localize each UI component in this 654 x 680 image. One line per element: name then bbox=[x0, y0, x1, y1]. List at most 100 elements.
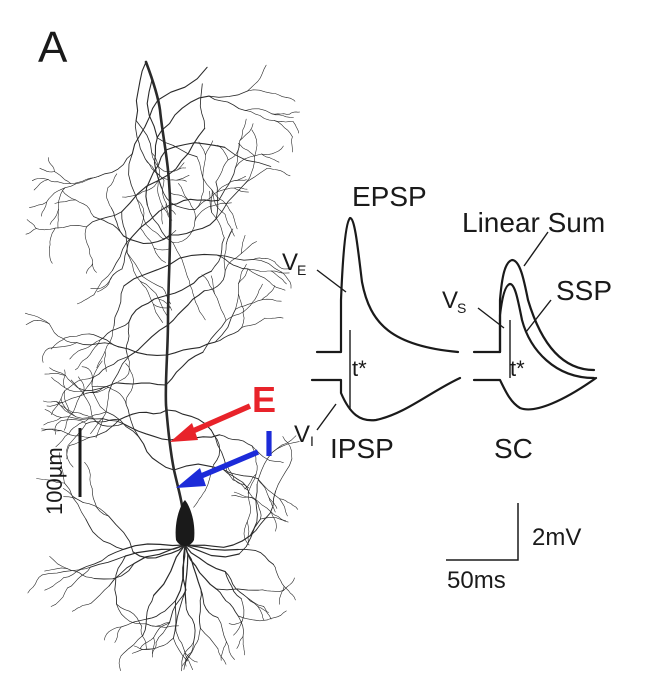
dendrite-branch bbox=[85, 518, 124, 550]
dendrite-branch bbox=[274, 120, 294, 123]
dendrite-branch bbox=[66, 445, 74, 468]
dendrite-branch bbox=[91, 383, 107, 413]
dendrite-branch bbox=[121, 211, 128, 254]
dendrite-branch bbox=[198, 141, 206, 156]
dendrite-branch bbox=[77, 294, 95, 305]
dendrite-branch bbox=[78, 548, 124, 571]
dendrite-branch bbox=[247, 89, 272, 94]
dendrite-branch bbox=[58, 187, 66, 210]
excitatory-input: E bbox=[170, 379, 276, 442]
dendrite-branch bbox=[193, 490, 206, 508]
dendrite-branch bbox=[102, 391, 110, 418]
dendrite-branch bbox=[172, 242, 188, 278]
dendrite-branch bbox=[54, 420, 62, 435]
dendrite-branch bbox=[157, 180, 163, 206]
dendrite-branch bbox=[194, 205, 214, 222]
dendrite-branch bbox=[261, 153, 280, 163]
dendrite-branch bbox=[36, 227, 56, 231]
dendrite-branch bbox=[225, 228, 234, 245]
dendrite-branch bbox=[286, 97, 296, 102]
dendrite-branch bbox=[46, 187, 66, 203]
dendrite-branch bbox=[195, 301, 206, 321]
dendrite-branch bbox=[91, 488, 109, 517]
dendrite-branch bbox=[93, 355, 130, 378]
dendrite-branch bbox=[139, 180, 159, 195]
dendrite-branch bbox=[224, 213, 235, 237]
dendrite-branch bbox=[85, 418, 120, 425]
dendrite-branch bbox=[214, 293, 227, 321]
dendrite-branch bbox=[116, 603, 147, 625]
dendrite-branch bbox=[257, 478, 270, 499]
dendrite-branch bbox=[146, 600, 176, 620]
dendrite-branch bbox=[75, 357, 88, 371]
dendrite-branch bbox=[107, 173, 118, 188]
dendrite-branch bbox=[234, 140, 241, 169]
dendrite-branch bbox=[87, 339, 101, 358]
vi-label: V I bbox=[294, 421, 314, 449]
dendrite-branch bbox=[155, 622, 170, 643]
dendrite-branch bbox=[108, 355, 130, 393]
dendrite-branch bbox=[223, 244, 227, 272]
dendrite-branch bbox=[252, 259, 282, 273]
dendrite-branch bbox=[128, 294, 169, 323]
dendrite-branch bbox=[50, 337, 65, 350]
dendrite-branch bbox=[247, 521, 250, 543]
dendrite-branch bbox=[145, 149, 167, 206]
dendrite-branch bbox=[168, 253, 218, 266]
dendrite-branch bbox=[97, 153, 133, 177]
dendrite-branch bbox=[257, 606, 265, 621]
dendrite-branch bbox=[84, 462, 93, 489]
dendrite-branch bbox=[261, 285, 275, 301]
dendrite-branch bbox=[85, 211, 123, 228]
dendrite-branch bbox=[235, 283, 239, 310]
dendrite-branch bbox=[161, 205, 163, 225]
dendrite-branch bbox=[63, 488, 84, 503]
dendrite-branch bbox=[211, 189, 226, 215]
dendrite-branch bbox=[263, 606, 272, 620]
dendrite-branch bbox=[142, 594, 155, 636]
dendrite-branch bbox=[64, 406, 76, 431]
dendrite-branch bbox=[271, 113, 294, 118]
dendrite-branch bbox=[237, 615, 268, 622]
dendrite-branch bbox=[125, 379, 134, 406]
dendrite-branch bbox=[224, 146, 272, 167]
dendrite-branch bbox=[132, 544, 186, 559]
dendrite-branch bbox=[63, 369, 66, 388]
dendrite-branch bbox=[62, 190, 76, 201]
dendrite-branch bbox=[42, 347, 50, 363]
sc-trace bbox=[472, 376, 598, 411]
dendrite-branch bbox=[63, 390, 70, 411]
dendrite-branch bbox=[257, 606, 269, 613]
dendrite-branch bbox=[172, 600, 177, 639]
dendrite-branch bbox=[118, 652, 124, 671]
dendrite-branch bbox=[140, 281, 154, 305]
dendrite-branch bbox=[146, 79, 158, 139]
dendrite-branch bbox=[90, 283, 108, 290]
dendrite-branch bbox=[173, 637, 188, 662]
dendrite-branch bbox=[82, 502, 109, 517]
dendrite-branch bbox=[49, 556, 68, 569]
tstar-right-label: t* bbox=[510, 356, 525, 381]
dendrite-branch bbox=[270, 270, 290, 274]
ssp-label: SSP bbox=[556, 275, 612, 306]
dendrite-branch bbox=[231, 495, 252, 498]
dendrite-branch bbox=[61, 405, 74, 413]
dendrite-branch bbox=[25, 228, 37, 235]
dendrite-branch bbox=[270, 92, 287, 98]
dendrite-branch bbox=[184, 650, 193, 670]
dendrite-branch bbox=[131, 648, 152, 654]
dendrite-branch bbox=[281, 271, 292, 289]
dendrite-branch bbox=[177, 167, 186, 171]
dendrite-branch bbox=[243, 521, 250, 546]
dendrite-branch bbox=[184, 544, 240, 558]
dendrite-branch bbox=[175, 626, 185, 652]
dendrite-branch bbox=[123, 264, 170, 287]
dendrite-branch bbox=[146, 623, 179, 628]
dendrite-branch bbox=[117, 373, 129, 382]
dendrite-branch bbox=[142, 276, 163, 288]
dendrite-branch bbox=[240, 598, 245, 622]
dendrite-branch bbox=[54, 225, 87, 229]
ipsp-trace bbox=[310, 376, 462, 422]
dendrite-branch bbox=[108, 386, 127, 406]
dendrite-branch bbox=[242, 636, 245, 656]
